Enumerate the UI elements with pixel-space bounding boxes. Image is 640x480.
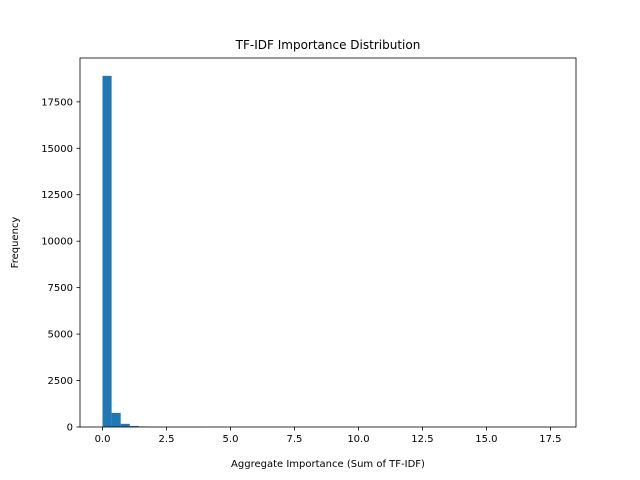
histogram-bar	[120, 423, 130, 427]
y-tick-label: 10000	[41, 237, 73, 248]
x-tick-label: 2.5	[159, 434, 175, 445]
x-tick-label: 15.0	[475, 434, 497, 445]
y-tick-label: 2500	[48, 376, 73, 387]
bars	[102, 75, 557, 428]
y-axis-label: Frequency	[10, 217, 21, 269]
histogram-bar	[129, 425, 139, 427]
y-tick-label: 17500	[41, 97, 73, 108]
y-tick-label: 5000	[48, 330, 73, 341]
y-tick-label: 7500	[48, 283, 73, 294]
x-tick-label: 12.5	[411, 434, 433, 445]
x-tick-label: 17.5	[539, 434, 561, 445]
y-ticks: 0 2500 5000 7500 10000 12500 15000 17500	[41, 97, 80, 434]
x-axis-label: Aggregate Importance (Sum of TF-IDF)	[231, 459, 425, 470]
x-tick-label: 7.5	[287, 434, 303, 445]
x-tick-label: 5.0	[223, 434, 239, 445]
histogram-bar	[102, 75, 112, 428]
y-tick-label: 12500	[41, 190, 73, 201]
x-tick-label: 0.0	[95, 434, 111, 445]
histogram-bar	[111, 412, 121, 427]
plot-frame	[79, 57, 577, 428]
chart-title: TF-IDF Importance Distribution	[235, 38, 421, 52]
x-ticks: 0.0 2.5 5.0 7.5 10.0 12.5 15.0 17.5	[95, 427, 562, 445]
y-tick-label: 15000	[41, 144, 73, 155]
x-tick-label: 10.0	[347, 434, 369, 445]
y-tick-label: 0	[67, 423, 73, 434]
